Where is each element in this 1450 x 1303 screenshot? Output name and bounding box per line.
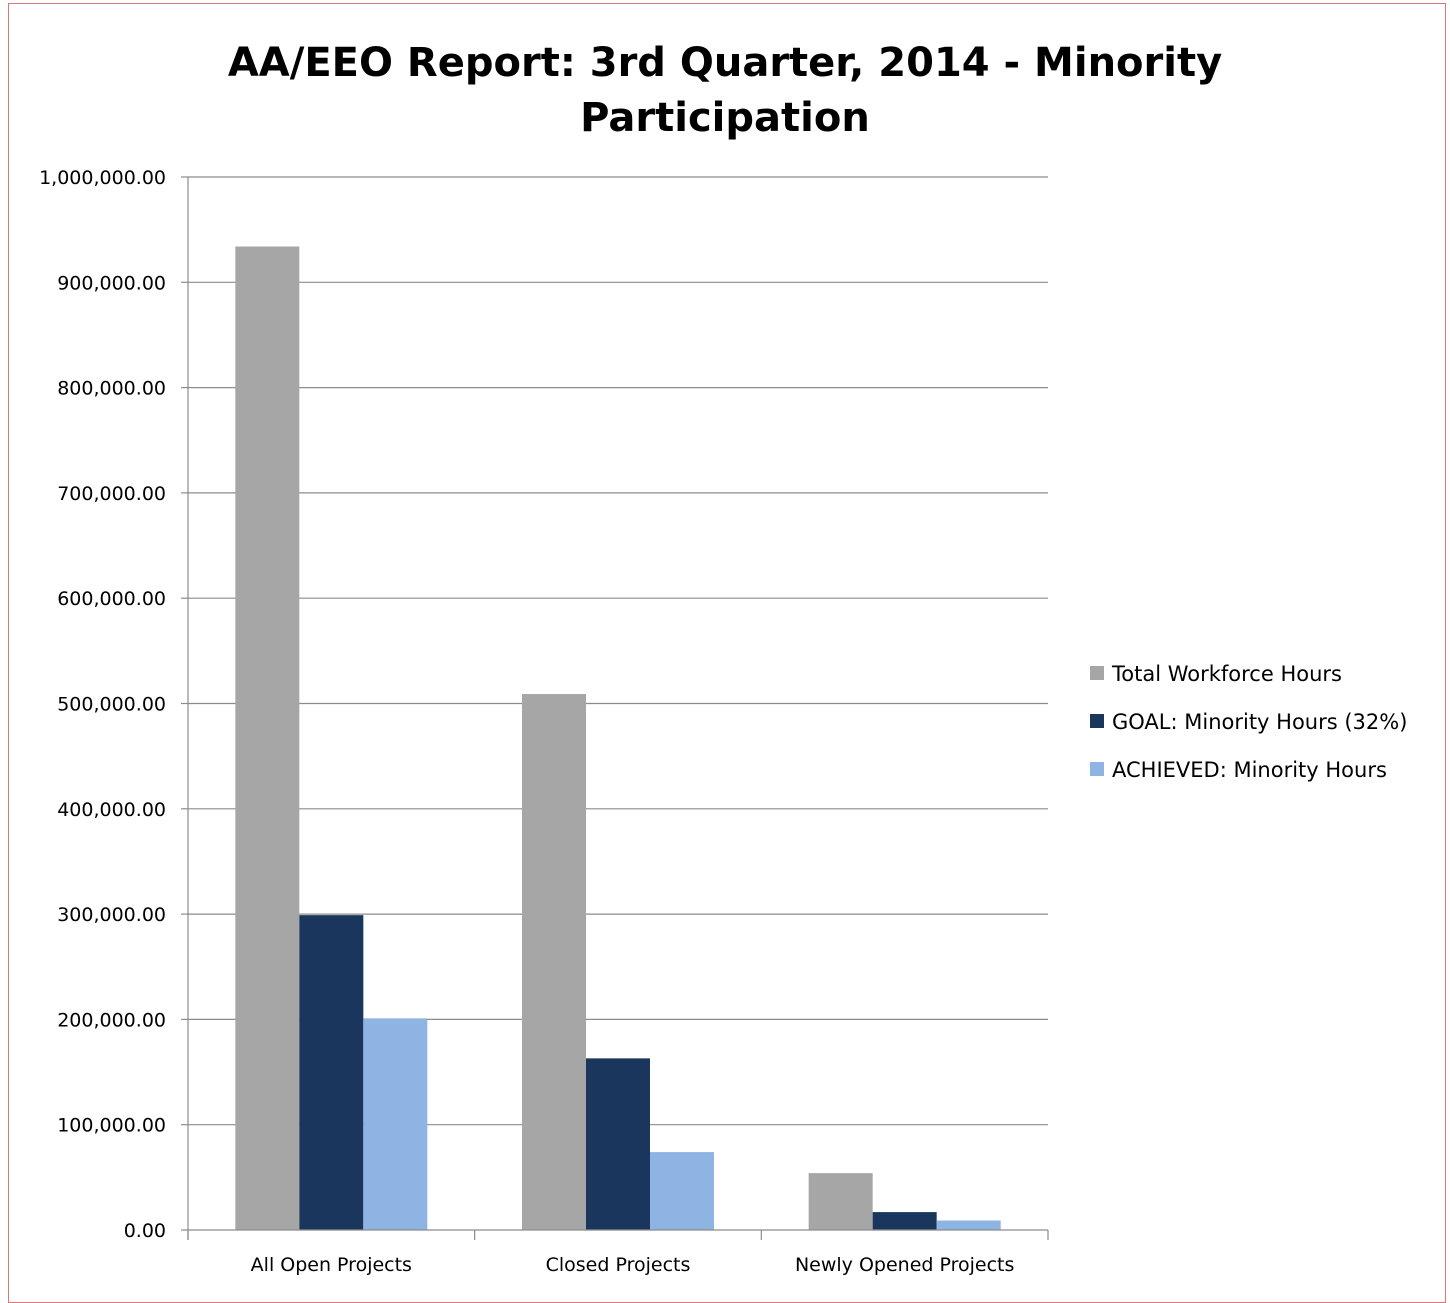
bar-goal-2 [873,1212,937,1230]
bar-total-0 [235,246,299,1230]
y-tick-label: 0.00 [124,1220,166,1242]
legend-swatch [1090,762,1104,776]
legend: Total Workforce Hours GOAL: Minority Hour… [1090,662,1407,782]
x-tick-label: All Open Projects [251,1254,412,1276]
legend-swatch [1090,714,1104,728]
bar-achieved-0 [363,1018,427,1230]
y-tick-label: 800,000.00 [57,378,166,400]
bar-total-2 [809,1173,873,1230]
x-tick-label: Closed Projects [546,1254,691,1276]
legend-label: ACHIEVED: Minority Hours [1112,758,1387,782]
chart-title-line-2: Participation [580,95,870,141]
y-tick-label: 400,000.00 [57,799,166,821]
legend-label: Total Workforce Hours [1111,662,1342,686]
y-tick-labels: 0.00 100,000.00 200,000.00 300,000.00 400,00… [39,167,166,1242]
bars [235,246,1000,1230]
y-tick-label: 100,000.00 [57,1115,166,1137]
x-tick-label: Newly Opened Projects [795,1254,1014,1276]
y-tick-label: 300,000.00 [57,904,166,926]
y-tick-label: 1,000,000.00 [39,167,166,189]
x-tick-labels: All Open Projects Closed Projects Newly Op… [251,1254,1015,1276]
y-tick-label: 200,000.00 [57,1009,166,1031]
bar-achieved-2 [937,1221,1001,1230]
y-tick-label: 900,000.00 [57,272,166,294]
bar-achieved-1 [650,1152,714,1230]
legend-swatch [1090,666,1104,680]
y-tick-label: 500,000.00 [57,694,166,716]
y-tick-label: 700,000.00 [57,483,166,505]
bar-goal-1 [586,1058,650,1230]
legend-label: GOAL: Minority Hours (32%) [1112,710,1407,734]
chart-title-line-1: AA/EEO Report: 3rd Quarter, 2014 - Minor… [228,40,1222,86]
bar-goal-0 [299,915,363,1230]
y-tick-label: 600,000.00 [57,588,166,610]
bar-total-1 [522,694,586,1230]
